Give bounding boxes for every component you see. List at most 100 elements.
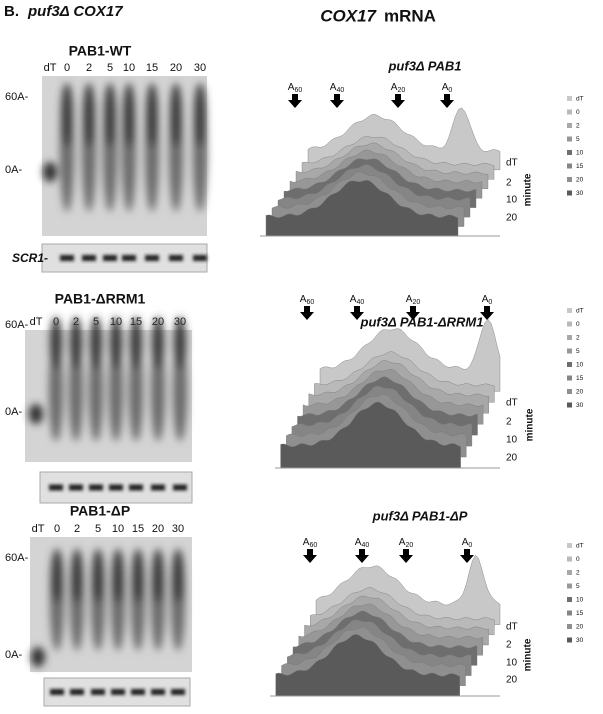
depth-label: 20	[506, 213, 518, 224]
smear	[129, 340, 143, 442]
legend-swatch	[567, 610, 572, 616]
lane-label: 5	[95, 523, 101, 535]
legend-label: 10	[576, 150, 584, 157]
depth-label: 20	[506, 453, 518, 464]
arrow-label: A20	[406, 294, 421, 306]
arrow-sub: 20	[405, 542, 413, 549]
arrow-label: A40	[330, 82, 345, 94]
legend-label: 15	[576, 375, 584, 382]
lane-label: 20	[170, 62, 182, 74]
lane-label: 30	[172, 523, 184, 535]
area-layer	[280, 401, 461, 469]
arrow	[480, 306, 494, 320]
legend-swatch	[567, 597, 572, 602]
lane-label: 2	[86, 62, 92, 74]
legend-swatch	[567, 163, 572, 169]
legend-swatch	[567, 123, 572, 128]
legend-label: 10	[576, 362, 584, 369]
loading-band	[151, 484, 165, 491]
legend-swatch	[567, 177, 572, 182]
depth-label: 2	[506, 640, 512, 651]
legend-swatch	[567, 321, 572, 327]
legend-swatch	[567, 583, 572, 589]
legend-label: 15	[576, 610, 584, 617]
dT-band	[29, 404, 43, 424]
arrow-sub: 60	[306, 299, 314, 306]
legend-label: dT	[576, 96, 584, 103]
smear	[69, 340, 83, 442]
smear	[173, 340, 187, 442]
arrow	[300, 306, 314, 320]
arrow-sub: 20	[412, 299, 420, 306]
depth-label: 20	[506, 675, 518, 686]
depth-axis-label: minute	[523, 173, 534, 206]
loading-band	[145, 255, 159, 261]
arrow-base: A	[303, 537, 310, 548]
arrow	[303, 549, 317, 563]
legend-swatch	[567, 335, 572, 340]
loading-band	[103, 255, 117, 261]
arrow-sub: 40	[361, 542, 369, 549]
arrow-label: A40	[350, 294, 365, 306]
arrow	[288, 94, 302, 108]
smear-core	[194, 83, 206, 147]
smear-core	[152, 549, 164, 603]
legend-label: 5	[576, 583, 580, 590]
smear-core	[130, 316, 142, 370]
arrow	[399, 549, 413, 563]
arrow	[391, 94, 405, 108]
legend-label: 5	[576, 136, 580, 143]
arrow	[330, 94, 344, 108]
lane-label: dT	[30, 316, 43, 328]
smear-core	[110, 316, 122, 370]
arrow-sub: 40	[336, 87, 344, 94]
legend-swatch	[567, 375, 572, 381]
arrow-sub: 0	[448, 87, 452, 94]
legend-swatch	[567, 96, 572, 101]
arrow-sub: 60	[294, 87, 302, 94]
arrow-sub: 0	[468, 542, 472, 549]
legend-swatch	[567, 190, 572, 196]
legend-swatch	[567, 362, 572, 367]
loading-band	[169, 255, 183, 261]
depth-label: 2	[506, 178, 512, 189]
arrow-label: A40	[355, 537, 370, 549]
plot-title: puf3Δ PAB1	[387, 58, 461, 73]
arrow-base: A	[300, 294, 307, 305]
depth-label: 10	[506, 435, 518, 446]
legend-label: 10	[576, 597, 584, 604]
smear-core	[112, 549, 124, 603]
legend-label: 0	[576, 109, 580, 116]
legend-swatch	[567, 348, 572, 354]
smear-core	[152, 316, 164, 370]
arrow-base: A	[288, 82, 295, 93]
arrow-base: A	[482, 294, 489, 305]
loading-band	[151, 689, 165, 695]
legend-label: 30	[576, 637, 584, 644]
legend-label: dT	[576, 308, 584, 315]
smear	[89, 340, 103, 442]
loading-band	[109, 484, 123, 491]
loading-bands	[49, 484, 187, 491]
legend-swatch	[567, 109, 572, 115]
depth-label: dT	[506, 398, 518, 409]
depth-label: 10	[506, 658, 518, 669]
arrow-label: A60	[303, 537, 318, 549]
legend-label: 30	[576, 190, 584, 197]
legend-label: 2	[576, 123, 580, 130]
lane-label: 2	[74, 523, 80, 535]
arrow	[350, 306, 364, 320]
gel-title: PAB1-ΔRRM1	[55, 291, 146, 307]
legend-label: 30	[576, 402, 584, 409]
lane-label: 30	[194, 62, 206, 74]
legend-swatch	[567, 556, 572, 562]
legend-swatch	[567, 637, 572, 643]
loading-band	[82, 255, 96, 261]
loading-band	[50, 689, 64, 695]
loading-band	[111, 689, 125, 695]
gel-title: PAB1-WT	[69, 43, 132, 59]
arrow	[460, 549, 474, 563]
lane-label: 15	[146, 62, 158, 74]
arrow-base: A	[330, 82, 337, 93]
